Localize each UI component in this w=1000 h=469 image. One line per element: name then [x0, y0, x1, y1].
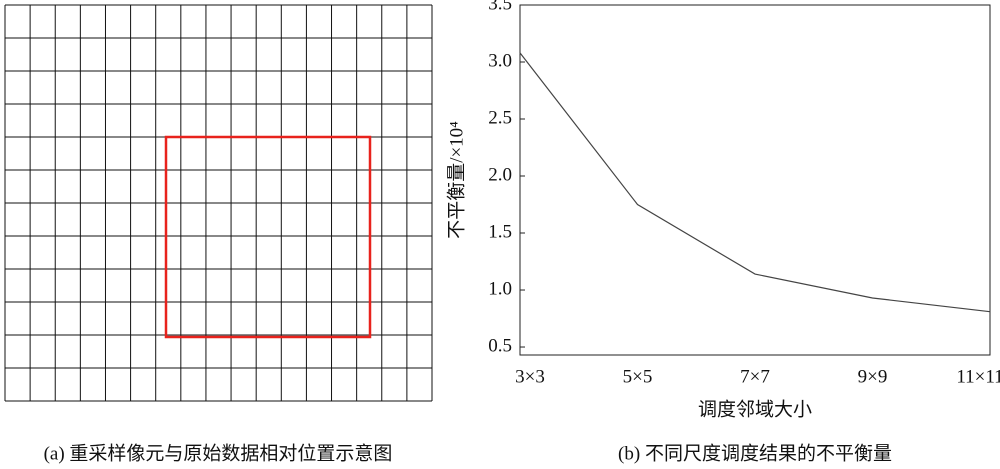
- resample-box: [164, 135, 372, 339]
- y-axis-title: 不平衡量/×10⁴: [445, 121, 467, 239]
- x-axis-title: 调度邻域大小: [698, 398, 812, 420]
- y-tick-label: 0.5: [488, 335, 512, 356]
- x-tick-label: 5×5: [623, 366, 653, 387]
- x-tick-label: 3×3: [515, 366, 545, 387]
- y-tick-label: 1.0: [488, 278, 512, 299]
- x-tick-label: 7×7: [740, 366, 770, 387]
- pixel-grid: [4, 4, 433, 402]
- y-tick-label: 2.5: [488, 107, 512, 128]
- plot-frame: [519, 4, 991, 356]
- y-tick-label: 3.5: [488, 0, 512, 14]
- data-line: [519, 52, 991, 313]
- y-tick-label: 1.5: [488, 221, 512, 242]
- x-tick-label: 11×11: [956, 366, 1000, 387]
- caption-b: (b) 不同尺度调度结果的不平衡量: [618, 442, 892, 464]
- y-tick-label: 3.0: [488, 50, 512, 71]
- y-tick-label: 2.0: [488, 164, 512, 185]
- caption-a: (a) 重采样像元与原始数据相对位置示意图: [44, 442, 393, 464]
- x-tick-label: 9×9: [858, 366, 888, 387]
